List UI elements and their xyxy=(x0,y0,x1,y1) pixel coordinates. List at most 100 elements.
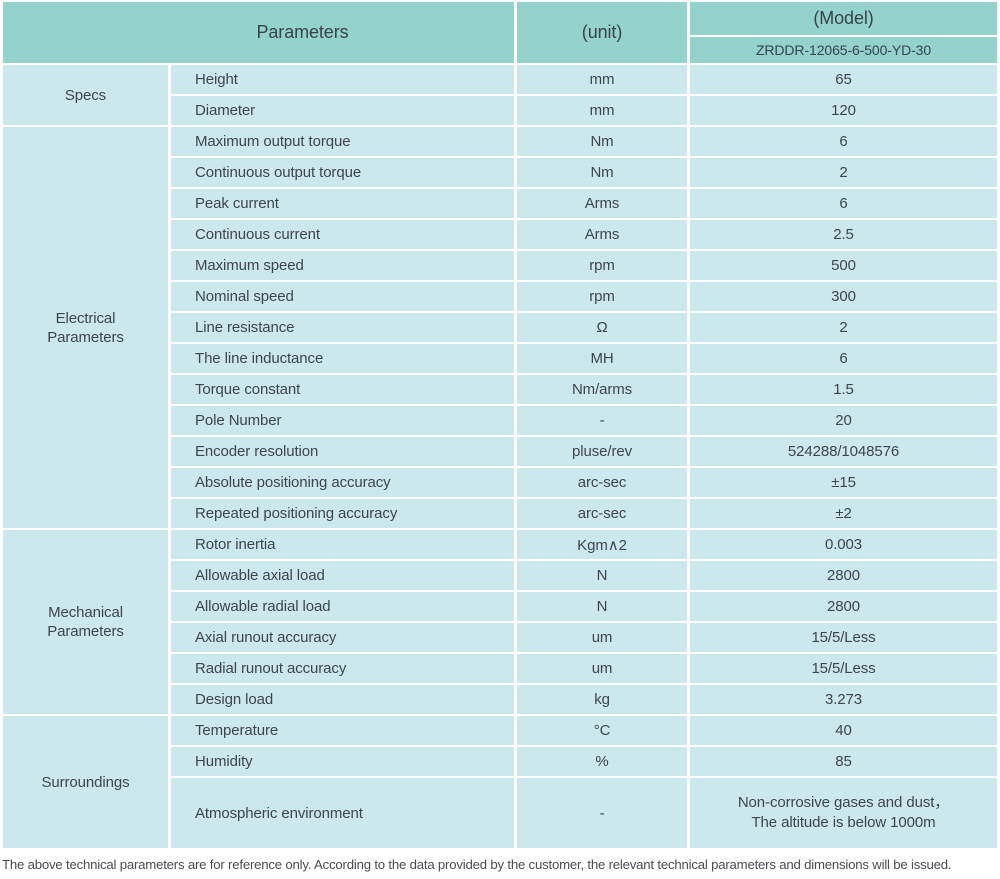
unit-cell: % xyxy=(517,747,688,776)
param-cell: Radial runout accuracy xyxy=(171,654,515,683)
unit-cell: Nm/arms xyxy=(517,375,688,404)
value-line: Non-corrosive gases and dust， xyxy=(737,794,950,811)
table-row: Atmospheric environment - Non-corrosive … xyxy=(3,778,998,848)
unit-cell: N xyxy=(517,561,688,590)
footer-disclaimer: The above technical parameters are for r… xyxy=(2,857,952,872)
header-parameters: Parameters xyxy=(3,2,515,63)
unit-cell: - xyxy=(517,406,688,435)
table-row: Radial runout accuracy um 15/5/Less xyxy=(3,654,998,683)
param-cell: Diameter xyxy=(171,96,515,125)
header-model-value: ZRDDR-12065-6-500-YD-30 xyxy=(690,37,998,63)
group-cell-mechanical: Mechanical Parameters xyxy=(3,530,168,714)
param-cell: Pole Number xyxy=(171,406,515,435)
param-cell: Humidity xyxy=(171,747,515,776)
unit-cell: um xyxy=(517,654,688,683)
param-cell: Nominal speed xyxy=(171,282,515,311)
value-cell: 85 xyxy=(690,747,998,776)
value-cell: ±15 xyxy=(690,468,998,497)
table-row: Torque constant Nm/arms 1.5 xyxy=(3,375,998,404)
unit-cell: Kgm∧2 xyxy=(517,530,688,559)
spec-table: Parameters (unit) (Model) ZRDDR-12065-6-… xyxy=(3,2,998,848)
value-cell: 300 xyxy=(690,282,998,311)
unit-cell: N xyxy=(517,592,688,621)
value-cell: 40 xyxy=(690,716,998,745)
value-cell: ±2 xyxy=(690,499,998,528)
value-cell: 2800 xyxy=(690,592,998,621)
value-cell: 20 xyxy=(690,406,998,435)
unit-cell: mm xyxy=(517,96,688,125)
value-cell: 2 xyxy=(690,313,998,342)
param-cell: Line resistance xyxy=(171,313,515,342)
value-cell: 2 xyxy=(690,158,998,187)
header-row: Parameters (unit) (Model) xyxy=(3,2,998,63)
table-row: Humidity % 85 xyxy=(3,747,998,776)
unit-cell: pluse/rev xyxy=(517,437,688,466)
param-cell: Encoder resolution xyxy=(171,437,515,466)
value-cell: Non-corrosive gases and dust， The altitu… xyxy=(690,778,998,848)
unit-cell: MH xyxy=(517,344,688,373)
value-cell: 6 xyxy=(690,344,998,373)
value-cell: 2.5 xyxy=(690,220,998,249)
param-cell: Axial runout accuracy xyxy=(171,623,515,652)
table-row: Axial runout accuracy um 15/5/Less xyxy=(3,623,998,652)
value-cell: 0.003 xyxy=(690,530,998,559)
table-row: Mechanical Parameters Rotor inertia Kgm∧… xyxy=(3,530,998,714)
unit-cell: Nm xyxy=(517,158,688,187)
param-cell: Height xyxy=(171,65,515,94)
unit-cell: kg xyxy=(517,685,688,714)
param-cell: Repeated positioning accuracy xyxy=(171,499,515,528)
value-cell: 15/5/Less xyxy=(690,623,998,652)
table-row: Pole Number - 20 xyxy=(3,406,998,435)
unit-cell: - xyxy=(517,778,688,848)
unit-cell: arc-sec xyxy=(517,468,688,497)
param-cell: Temperature xyxy=(171,716,515,745)
header-model: (Model) xyxy=(690,2,998,35)
table-row: Repeated positioning accuracy arc-sec ±2 xyxy=(3,499,998,528)
table-row: Peak current Arms 6 xyxy=(3,189,998,218)
value-line: The altitude is below 1000m xyxy=(751,814,936,831)
table-row: Continuous current Arms 2.5 xyxy=(3,220,998,249)
group-cell-specs: Specs xyxy=(3,65,168,125)
unit-cell: mm xyxy=(517,65,688,94)
unit-cell: Nm xyxy=(517,127,688,156)
param-cell: Continuous output torque xyxy=(171,158,515,187)
param-cell: Allowable radial load xyxy=(171,592,515,621)
value-cell: 524288/1048576 xyxy=(690,437,998,466)
unit-cell: rpm xyxy=(517,251,688,280)
header-model-row: ZRDDR-12065-6-500-YD-30 xyxy=(3,37,998,63)
table-row: Line resistance Ω 2 xyxy=(3,313,998,342)
table-row: The line inductance MH 6 xyxy=(3,344,998,373)
unit-cell: Arms xyxy=(517,189,688,218)
unit-cell: rpm xyxy=(517,282,688,311)
value-cell: 2800 xyxy=(690,561,998,590)
param-cell: Atmospheric environment xyxy=(171,778,515,848)
value-cell: 6 xyxy=(690,189,998,218)
param-cell: Absolute positioning accuracy xyxy=(171,468,515,497)
value-cell: 500 xyxy=(690,251,998,280)
group-cell-electrical: Electrical Parameters xyxy=(3,127,168,528)
param-cell: Maximum speed xyxy=(171,251,515,280)
table-row: Nominal speed rpm 300 xyxy=(3,282,998,311)
unit-cell: Ω xyxy=(517,313,688,342)
table-row: Specs Height mm 65 xyxy=(3,65,998,125)
table-row: Allowable axial load N 2800 xyxy=(3,561,998,590)
table-row: Diameter mm 120 xyxy=(3,96,998,125)
unit-cell: °C xyxy=(517,716,688,745)
value-cell: 1.5 xyxy=(690,375,998,404)
value-cell: 3.273 xyxy=(690,685,998,714)
unit-cell: Arms xyxy=(517,220,688,249)
header-unit: (unit) xyxy=(517,2,688,63)
param-cell: Torque constant xyxy=(171,375,515,404)
param-cell: The line inductance xyxy=(171,344,515,373)
unit-cell: arc-sec xyxy=(517,499,688,528)
param-cell: Design load xyxy=(171,685,515,714)
table-row: Maximum speed rpm 500 xyxy=(3,251,998,280)
value-cell: 15/5/Less xyxy=(690,654,998,683)
param-cell: Peak current xyxy=(171,189,515,218)
table-row: Encoder resolution pluse/rev 524288/1048… xyxy=(3,437,998,466)
value-cell: 6 xyxy=(690,127,998,156)
value-cell: 65 xyxy=(690,65,998,94)
table-row: Electrical Parameters Maximum output tor… xyxy=(3,127,998,528)
param-cell: Continuous current xyxy=(171,220,515,249)
param-cell: Rotor inertia xyxy=(171,530,515,559)
